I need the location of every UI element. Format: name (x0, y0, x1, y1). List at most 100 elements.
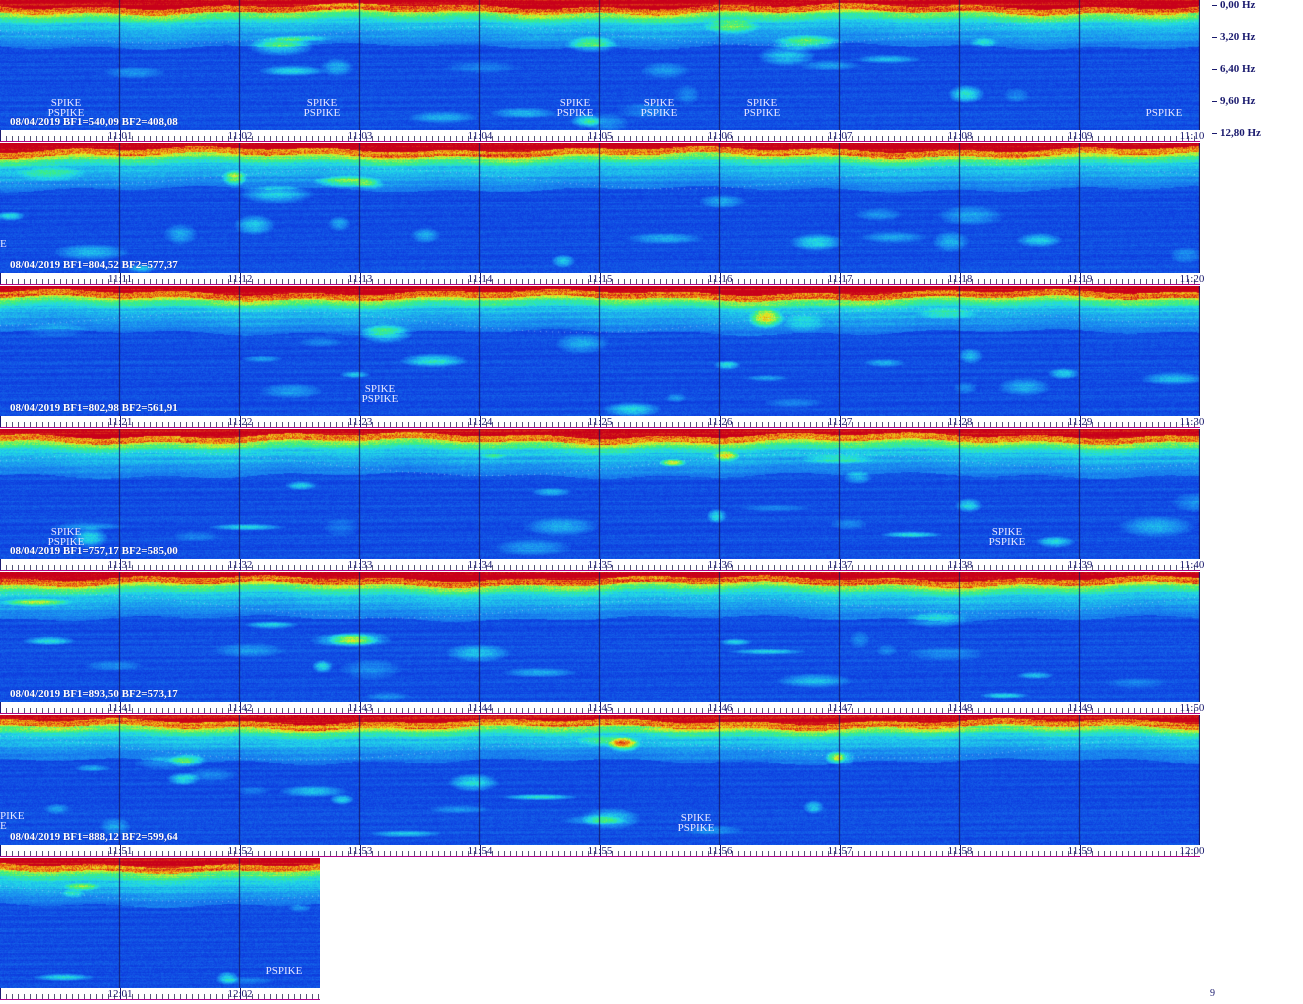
freq-tick (1212, 69, 1217, 70)
time-ruler: 11:01 11:02 11:03 11:04 11:05 11:06 11:07 11:08… (0, 130, 1204, 142)
time-tick-label: 11:36 (707, 559, 733, 571)
corner-mark: 9 (1210, 988, 1215, 999)
time-tick-label: 11:14 (467, 273, 493, 285)
time-tick-label: 11:39 (1067, 559, 1093, 571)
time-tick-label: 11:49 (1067, 702, 1093, 714)
time-tick-label: 11:23 (347, 416, 373, 428)
ruler-ticks (0, 702, 1200, 714)
band-label: 08/04/2019 BF1=802,98 BF2=561,91 (10, 402, 178, 414)
band-label: 08/04/2019 BF1=804,52 BF2=577,37 (10, 259, 178, 271)
event-label: PSPIKE (556, 107, 594, 119)
freq-label: 12,80 Hz (1220, 127, 1261, 139)
time-tick-label: 11:21 (107, 416, 133, 428)
time-tick-label: 11:03 (347, 130, 373, 142)
time-tick-label: 11:30 (1179, 416, 1205, 428)
spectrogram-canvas (0, 143, 1200, 273)
event-annotation: SPIKE PSPIKE (743, 98, 781, 119)
ruler-ticks (0, 559, 1200, 571)
time-tick-label: 11:52 (227, 845, 253, 857)
ruler-ticks (0, 130, 1200, 142)
spectrogram-canvas (0, 0, 1200, 130)
event-label: SPIKE (643, 97, 675, 109)
time-tick-label: 11:19 (1067, 273, 1093, 285)
edge-text: PIKE E (0, 810, 25, 832)
time-tick-label: 11:25 (587, 416, 613, 428)
ruler-ticks (0, 273, 1200, 285)
time-tick-label: 11:11 (107, 273, 133, 285)
freq-label: 6,40 Hz (1220, 63, 1256, 75)
event-label: PSPIKE (361, 393, 399, 405)
time-tick-label: 11:01 (107, 130, 133, 142)
time-tick-label: 11:15 (587, 273, 613, 285)
spectrogram-canvas (0, 858, 320, 988)
freq-tick (1212, 101, 1217, 102)
time-tick-label: 11:28 (947, 416, 973, 428)
time-tick-label: 11:07 (827, 130, 853, 142)
event-annotation: SPIKE PSPIKE (47, 527, 85, 548)
time-tick-label: 11:29 (1067, 416, 1093, 428)
event-label: SPIKE (991, 526, 1023, 538)
event-annotation: SPIKE PSPIKE (304, 97, 341, 119)
event-label: SPIKE (364, 383, 396, 395)
time-tick-label: 11:20 (1179, 273, 1205, 285)
time-tick-label: 11:22 (227, 416, 253, 428)
spectrogram-band-3: 08/04/2019 BF1=802,98 BF2=561,91 SPIKE PSP… (0, 286, 1200, 416)
time-tick-label: 11:57 (827, 845, 853, 857)
time-tick-label: 11:53 (347, 845, 373, 857)
event-annotation: SPIKE PSPIKE (640, 97, 678, 119)
freq-tick (1212, 5, 1217, 6)
time-tick-label: 12:02 (227, 988, 253, 1000)
time-tick-label: 11:44 (467, 702, 493, 714)
spectrogram-band-1: 08/04/2019 BF1=540,09 BF2=408,08 SPIKE PSP… (0, 0, 1200, 130)
event-label: SPIKE (559, 97, 591, 109)
time-tick-label: 11:27 (827, 416, 853, 428)
edge-text: E (0, 238, 7, 250)
event-label: PSPIKE (640, 107, 678, 119)
time-ruler: 11:51 11:52 11:53 11:54 11:55 11:56 11:57 11:58… (0, 845, 1205, 857)
event-label: PSPIKE (743, 107, 781, 119)
time-tick-label: 11:08 (947, 130, 973, 142)
time-tick-label: 11:10 (1179, 130, 1205, 142)
time-tick-label: 11:24 (467, 416, 493, 428)
time-tick-label: 11:32 (227, 559, 253, 571)
time-tick-label: 11:46 (707, 702, 733, 714)
time-tick-label: 12:01 (107, 988, 133, 1000)
time-ruler: 11:21 11:22 11:23 11:24 11:25 11:26 11:27 11:28… (0, 416, 1204, 428)
event-annotation: SPIKE PSPIKE (361, 383, 399, 405)
event-annotation: PSPIKE (1146, 108, 1183, 119)
event-label: PSPIKE (988, 536, 1026, 548)
time-tick-label: 11:43 (347, 702, 373, 714)
freq-tick (1212, 133, 1217, 134)
spectrogram-band-5: 08/04/2019 BF1=893,50 BF2=573,17 (0, 572, 1200, 702)
time-tick-label: 11:50 (1179, 702, 1205, 714)
time-tick-label: 11:51 (107, 845, 133, 857)
freq-label: 3,20 Hz (1220, 31, 1256, 43)
freq-label: 0,00 Hz (1220, 0, 1256, 11)
time-tick-label: 11:05 (587, 130, 613, 142)
ruler-ticks (0, 988, 320, 1000)
time-ruler: 11:41 11:42 11:43 11:44 11:45 11:46 11:47 11:48… (0, 702, 1204, 714)
event-annotation: SPIKE PSPIKE (988, 526, 1026, 548)
event-annotation: SPIKE PSPIKE (556, 97, 594, 119)
time-tick-label: 11:45 (587, 702, 613, 714)
band-label: 08/04/2019 BF1=893,50 BF2=573,17 (10, 688, 178, 700)
time-tick-label: 11:04 (467, 130, 493, 142)
time-tick-label: 11:42 (227, 702, 253, 714)
event-label: PSPIKE (47, 536, 85, 548)
freq-tick (1212, 37, 1217, 38)
time-tick-label: 11:34 (467, 559, 493, 571)
time-tick-label: 11:54 (467, 845, 493, 857)
ruler-ticks (0, 845, 1200, 857)
spectrogram-canvas (0, 286, 1200, 416)
event-label: SPIKE (50, 97, 82, 109)
spectrogram-band-6: 08/04/2019 BF1=888,12 BF2=599,64 SPIKE PSP… (0, 715, 1200, 845)
time-tick-label: 11:17 (827, 273, 853, 285)
time-tick-label: 11:31 (107, 559, 133, 571)
spectrogram-canvas (0, 715, 1200, 845)
time-tick-label: 11:48 (947, 702, 973, 714)
time-tick-label: 11:37 (827, 559, 853, 571)
event-label: SPIKE (306, 97, 338, 109)
time-tick-label: 11:33 (347, 559, 373, 571)
spectrogram-band-2: 08/04/2019 BF1=804,52 BF2=577,37 E (0, 143, 1200, 273)
event-label: PSPIKE (677, 822, 715, 834)
